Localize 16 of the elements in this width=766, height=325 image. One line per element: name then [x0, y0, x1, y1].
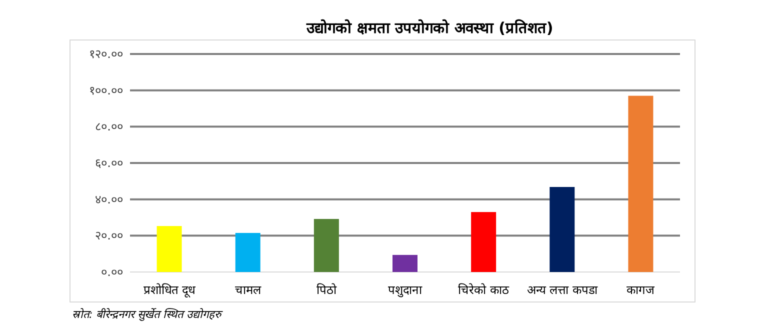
- xtick: चिरेको काठ: [458, 283, 509, 297]
- ytick: ६०.००: [95, 156, 123, 170]
- ytick: ४०.००: [95, 192, 123, 206]
- xtick: कागज: [626, 283, 655, 297]
- ytick: १२०.००: [89, 47, 123, 61]
- xtick: प्रशोधित दूध: [143, 283, 196, 297]
- xtick: चामल: [234, 283, 261, 297]
- xtick: अन्य लत्ता कपडा: [526, 283, 598, 297]
- ytick: २०.००: [95, 228, 123, 243]
- title: उद्योगको क्षमता उपयोगको अवस्था (प्रतिशत): [306, 19, 554, 37]
- annotation: स्रोत: बीरेन्द्रनगर सुर्खेत स्थित उद्योगहरु: [72, 308, 222, 321]
- ytick: १००.००: [89, 83, 123, 98]
- ytick: ०.००: [101, 265, 123, 279]
- ytick: ८०.००: [95, 120, 123, 134]
- xtick: पिठो: [316, 283, 336, 297]
- xtick: पशुदाना: [388, 283, 422, 297]
